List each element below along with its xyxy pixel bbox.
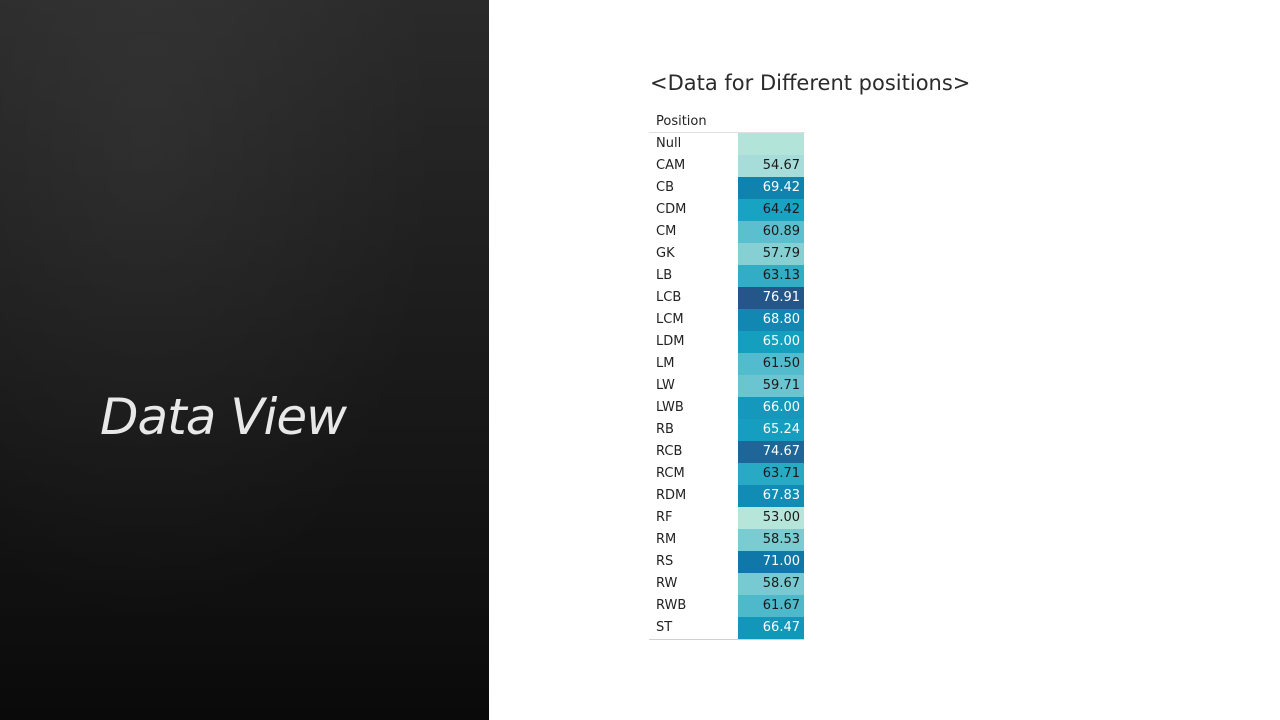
- table-row: Null: [649, 133, 805, 155]
- column-header-position: Position: [656, 114, 707, 129]
- table-row: RCM 63.71: [649, 463, 805, 485]
- table-row: RDM 67.83: [649, 485, 805, 507]
- table-row: GK 57.79: [649, 243, 805, 265]
- position-label: RS: [656, 554, 674, 569]
- table-row: RF 53.00: [649, 507, 805, 529]
- position-label: RW: [656, 576, 678, 591]
- table-row: RWB 61.67: [649, 595, 805, 617]
- value-cell: 58.53: [738, 529, 804, 551]
- position-label: CB: [656, 180, 674, 195]
- table-row: RS 71.00: [649, 551, 805, 573]
- value-cell: 65.00: [738, 331, 804, 353]
- value-cell: 63.71: [738, 463, 804, 485]
- content-panel: <Data for Different positions> Position …: [489, 0, 1280, 720]
- value-cell: 66.47: [738, 617, 804, 639]
- table-row: CDM 64.42: [649, 199, 805, 221]
- position-label: CDM: [656, 202, 687, 217]
- value-cell: 61.67: [738, 595, 804, 617]
- value-cell: 69.42: [738, 177, 804, 199]
- position-label: RM: [656, 532, 677, 547]
- value-cell: 68.80: [738, 309, 804, 331]
- table-row: LW 59.71: [649, 375, 805, 397]
- position-label: Null: [656, 136, 682, 151]
- value-cell: 67.83: [738, 485, 804, 507]
- position-label: LCM: [656, 312, 684, 327]
- table-row: RB 65.24: [649, 419, 805, 441]
- position-label: GK: [656, 246, 675, 261]
- position-label: CAM: [656, 158, 686, 173]
- title-panel: Data View: [0, 0, 489, 720]
- table-row: CB 69.42: [649, 177, 805, 199]
- value-cell: 59.71: [738, 375, 804, 397]
- table-row: LWB 66.00: [649, 397, 805, 419]
- position-label: CM: [656, 224, 677, 239]
- value-cell: 64.42: [738, 199, 804, 221]
- value-cell: 65.24: [738, 419, 804, 441]
- table-row: CM 60.89: [649, 221, 805, 243]
- value-cell: 76.91: [738, 287, 804, 309]
- table-row: RCB 74.67: [649, 441, 805, 463]
- value-cell: 66.00: [738, 397, 804, 419]
- table-row: LCB 76.91: [649, 287, 805, 309]
- position-label: LB: [656, 268, 673, 283]
- position-label: RCM: [656, 466, 685, 481]
- value-cell: 63.13: [738, 265, 804, 287]
- position-label: RF: [656, 510, 673, 525]
- table-row: RW 58.67: [649, 573, 805, 595]
- value-cell: 53.00: [738, 507, 804, 529]
- position-label: RCB: [656, 444, 683, 459]
- table-row: LCM 68.80: [649, 309, 805, 331]
- table-row: ST 66.47: [649, 617, 805, 639]
- value-cell: [738, 133, 804, 155]
- position-table: Null CAM 54.67 CB 69.42 CDM 64.42 CM 60.89 GK 57.7…: [649, 132, 805, 640]
- value-cell: 60.89: [738, 221, 804, 243]
- position-label: RWB: [656, 598, 687, 613]
- position-label: LM: [656, 356, 675, 371]
- table-bottom-border: [649, 639, 804, 640]
- value-cell: 57.79: [738, 243, 804, 265]
- value-cell: 58.67: [738, 573, 804, 595]
- table-row: RM 58.53: [649, 529, 805, 551]
- position-label: RB: [656, 422, 674, 437]
- table-title: <Data for Different positions>: [650, 71, 971, 95]
- position-label: LWB: [656, 400, 684, 415]
- position-label: LCB: [656, 290, 682, 305]
- value-cell: 61.50: [738, 353, 804, 375]
- value-cell: 74.67: [738, 441, 804, 463]
- table-row: LB 63.13: [649, 265, 805, 287]
- slide-title: Data View: [100, 388, 347, 446]
- position-label: LDM: [656, 334, 685, 349]
- table-row: LM 61.50: [649, 353, 805, 375]
- table-row: CAM 54.67: [649, 155, 805, 177]
- value-cell: 71.00: [738, 551, 804, 573]
- position-label: ST: [656, 620, 673, 635]
- value-cell: 54.67: [738, 155, 804, 177]
- table-row: LDM 65.00: [649, 331, 805, 353]
- position-label: LW: [656, 378, 675, 393]
- position-label: RDM: [656, 488, 687, 503]
